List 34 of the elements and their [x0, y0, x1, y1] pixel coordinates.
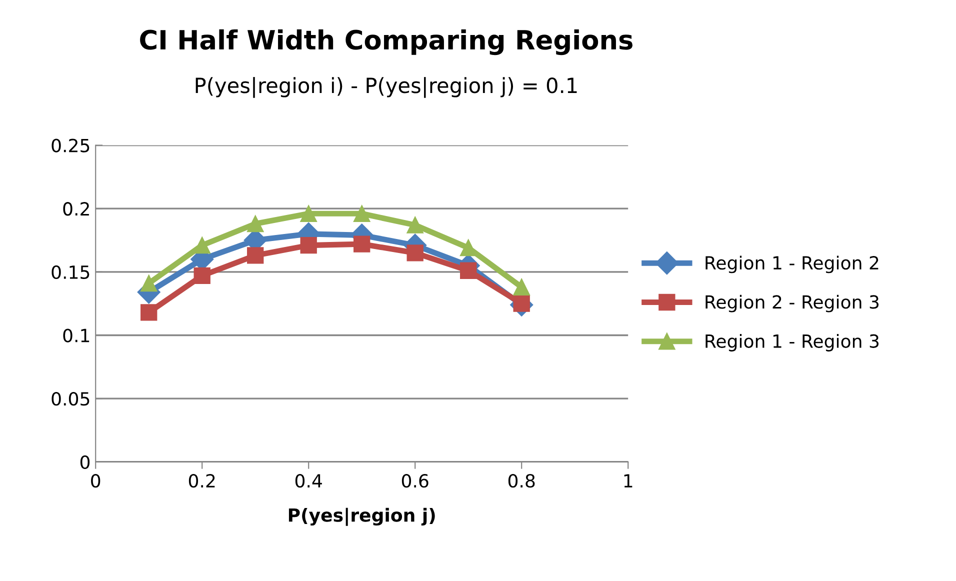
- point: [406, 244, 424, 262]
- y-tick-label: 0.05: [52, 392, 90, 406]
- point: [140, 274, 158, 292]
- x-tick-label: 1: [624, 474, 632, 488]
- point: [247, 247, 264, 264]
- x-axis-title: P(yes|region j): [288, 508, 435, 526]
- point: [460, 262, 477, 279]
- point: [194, 267, 210, 284]
- x-tick-label: 0.6: [402, 474, 428, 488]
- point: [354, 236, 370, 252]
- point: [406, 216, 424, 234]
- point: [247, 215, 264, 232]
- point: [460, 240, 477, 256]
- chart-subtitle: P(yes|region i) - P(yes|region j) = 0.1: [196, 77, 577, 98]
- point: [300, 236, 317, 254]
- y-tick-label: 0.1: [63, 328, 90, 342]
- y-tick-label: 0: [80, 455, 90, 470]
- point: [513, 278, 530, 296]
- legend-label: Region 2 - Region 3: [706, 294, 879, 312]
- y-tick-label: 0.15: [52, 265, 90, 280]
- point: [194, 236, 210, 254]
- x-tick-label: 0: [91, 474, 100, 488]
- legend-label: Region 1 - Region 3: [706, 334, 879, 352]
- x-tick-label: 0.2: [188, 474, 215, 488]
- legend-label: Region 1 - Region 2: [706, 256, 878, 274]
- y-tick-label: 0.25: [52, 138, 90, 152]
- y-tick-label: 0.2: [63, 202, 89, 216]
- point: [354, 205, 370, 222]
- point: [300, 205, 317, 222]
- x-tick-label: 0.8: [508, 474, 535, 488]
- x-tick-label: 0.4: [295, 474, 322, 488]
- chart-title: CI Half Width Comparing Regions: [140, 29, 632, 56]
- point: [140, 304, 158, 321]
- point: [513, 295, 530, 312]
